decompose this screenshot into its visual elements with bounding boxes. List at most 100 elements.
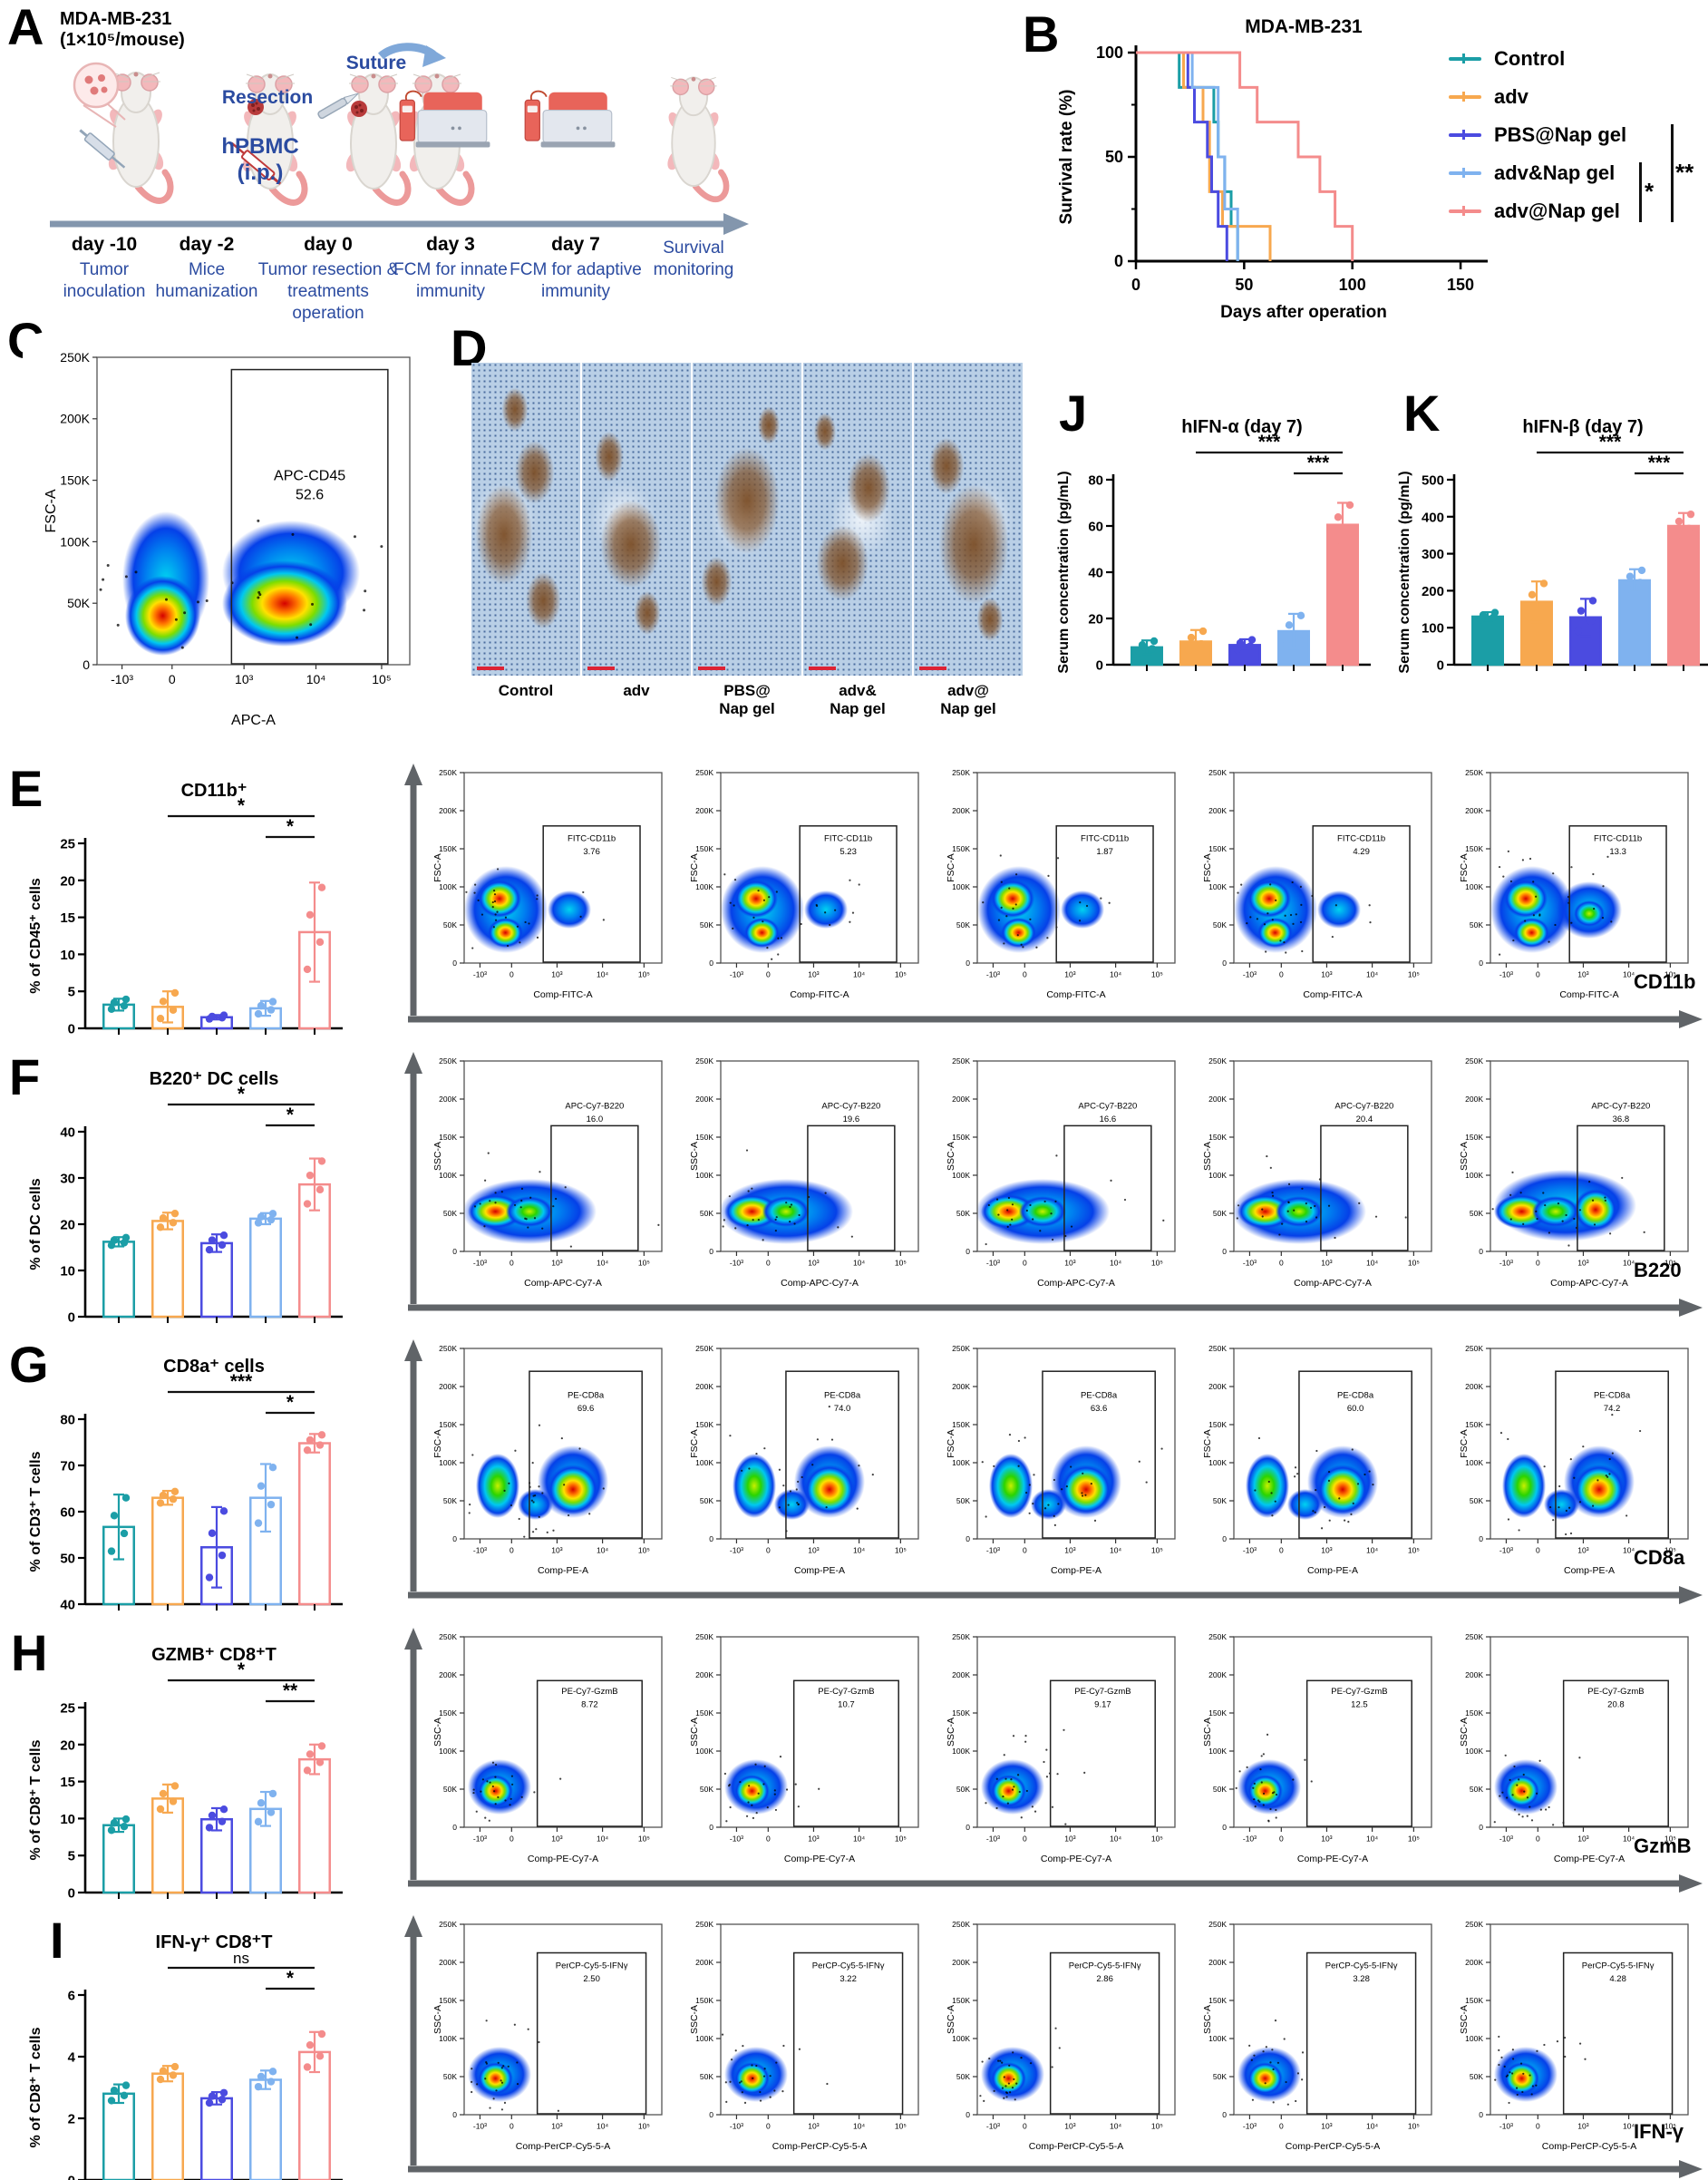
svg-text:SSC-A: SSC-A xyxy=(1459,1142,1470,1171)
svg-text:Comp-PE-A: Comp-PE-A xyxy=(1051,1565,1101,1576)
data-point xyxy=(1282,640,1291,648)
svg-text:100K: 100K xyxy=(1465,1747,1483,1756)
svg-text:150K: 150K xyxy=(695,1133,713,1142)
timeline-day: day 7 xyxy=(551,234,600,255)
data-point xyxy=(1184,646,1193,655)
svg-text:-10³: -10³ xyxy=(1499,2122,1513,2131)
svg-text:100K: 100K xyxy=(952,1171,970,1180)
data-point xyxy=(1331,537,1340,546)
svg-text:10³: 10³ xyxy=(235,672,254,686)
density-blob xyxy=(1502,1453,1547,1518)
data-point xyxy=(205,1573,214,1581)
svg-text:250K: 250K xyxy=(695,768,713,777)
svg-text:150K: 150K xyxy=(439,844,457,853)
svg-text:200K: 200K xyxy=(439,1382,457,1391)
svg-text:***: *** xyxy=(230,1371,253,1392)
svg-text:FSC-A: FSC-A xyxy=(689,1429,700,1458)
svg-text:10³: 10³ xyxy=(1064,2122,1075,2131)
fcm-plot: 0 50K 100K 150K 200K 250K -10³ 0 10³ 10⁴ 10⁵ FSC-A C… xyxy=(1456,1339,1699,1581)
data-point xyxy=(120,2091,129,2100)
svg-text:% of CD45⁺ cells: % of CD45⁺ cells xyxy=(28,878,44,994)
fcm-row-gzmb: 0 50K 100K 150K 200K 250K -10³ 0 10³ 10⁴ 10⁵ SSC-A C… xyxy=(399,1622,1708,1894)
svg-text:5: 5 xyxy=(68,1849,75,1864)
data-point xyxy=(1539,579,1548,588)
data-point xyxy=(1577,607,1586,615)
svg-text:-10³: -10³ xyxy=(473,1259,487,1268)
tumor-icon xyxy=(351,101,367,117)
survival-curve xyxy=(1136,51,1228,261)
svg-text:10⁵: 10⁵ xyxy=(895,1259,907,1268)
data-point xyxy=(317,2029,326,2039)
data-point xyxy=(254,2082,263,2091)
svg-text:-10³: -10³ xyxy=(986,1259,1000,1268)
svg-text:0: 0 xyxy=(709,1823,713,1832)
data-point xyxy=(169,2071,178,2079)
svg-text:% of CD3⁺ T cells: % of CD3⁺ T cells xyxy=(28,1451,44,1572)
svg-text:100K: 100K xyxy=(695,2034,713,2043)
svg-text:Comp-FITC-A: Comp-FITC-A xyxy=(1046,989,1105,1000)
timeline-item: day 7 FCM for adaptive immunity xyxy=(499,234,653,303)
flow-cytometer-icon xyxy=(399,90,490,148)
svg-text:250K: 250K xyxy=(695,1920,713,1929)
svg-text:150K: 150K xyxy=(1465,1420,1483,1429)
fcm-density-area xyxy=(1490,1637,1688,1827)
svg-text:300: 300 xyxy=(1422,547,1444,562)
data-point xyxy=(1637,566,1646,575)
svg-text:0: 0 xyxy=(452,1247,457,1256)
svg-text:50K: 50K xyxy=(443,1496,457,1505)
data-point xyxy=(208,2092,217,2100)
svg-text:MDA-MB-231: MDA-MB-231 xyxy=(1245,16,1363,37)
svg-text:-10³: -10³ xyxy=(473,1546,487,1555)
svg-text:40: 40 xyxy=(1088,566,1103,581)
svg-text:Comp-PE-Cy7-A: Comp-PE-Cy7-A xyxy=(1297,1854,1368,1864)
data-point xyxy=(306,1750,315,1758)
data-point xyxy=(170,988,180,998)
fcm-plot: 0 50K 100K 150K 200K 250K -10³ 0 10³ 10⁴ 10⁵ SSC-A C… xyxy=(430,1052,673,1293)
ihc-group-label: adv@ Nap gel xyxy=(940,682,996,718)
density-blob xyxy=(1531,1196,1580,1227)
fcm-density-area xyxy=(721,773,918,963)
svg-text:0: 0 xyxy=(1479,1534,1483,1543)
svg-text:0: 0 xyxy=(766,970,771,979)
svg-text:Comp-PerCP-Cy5-5-A: Comp-PerCP-Cy5-5-A xyxy=(516,2141,610,2152)
svg-text:0: 0 xyxy=(1437,658,1444,674)
svg-text:0: 0 xyxy=(169,672,176,686)
legend-mark xyxy=(1449,168,1481,179)
svg-text:FSC-A: FSC-A xyxy=(432,1429,443,1458)
svg-text:-10³: -10³ xyxy=(473,1835,487,1844)
svg-text:200K: 200K xyxy=(439,806,457,815)
data-point xyxy=(205,2098,214,2107)
svg-text:0: 0 xyxy=(1222,2110,1227,2119)
data-point xyxy=(121,1233,131,1241)
data-point xyxy=(218,2096,227,2104)
panel-letter-a: A xyxy=(7,0,44,55)
fcm-density-area xyxy=(1234,773,1431,963)
svg-text:10³: 10³ xyxy=(808,1259,819,1268)
svg-text:400: 400 xyxy=(1422,510,1444,525)
svg-text:0: 0 xyxy=(1114,252,1123,270)
svg-text:0: 0 xyxy=(1479,2110,1483,2119)
fcm-plot: 0 50K 100K 150K 200K 250K -10³ 0 10³ 10⁴ 10⁵ FSC-A C… xyxy=(686,1339,929,1581)
axis-marker-label: B220 xyxy=(1634,1259,1682,1281)
svg-text:250K: 250K xyxy=(439,768,457,777)
legend-label: adv&Nap gel xyxy=(1494,161,1616,184)
survival-chart: MDA-MB-231 0 50 100 0 50 100 150 Days after oper… xyxy=(1050,9,1530,358)
svg-text:*: * xyxy=(286,1105,295,1125)
svg-text:150K: 150K xyxy=(60,473,90,488)
svg-text:100: 100 xyxy=(1422,621,1444,637)
svg-text:Comp-PE-Cy7-A: Comp-PE-Cy7-A xyxy=(1041,1854,1111,1864)
svg-text:10³: 10³ xyxy=(1321,1546,1332,1555)
svg-text:30: 30 xyxy=(60,1172,75,1187)
density-blob xyxy=(734,879,779,918)
svg-text:0: 0 xyxy=(1536,1546,1540,1555)
fcm-row-b220: 0 50K 100K 150K 200K 250K -10³ 0 10³ 10⁴ 10⁵ SSC-A C… xyxy=(399,1046,1708,1319)
fcm-plot: 0 50K 100K 150K 200K 250K -10³ 0 10³ 10⁴ 10⁵ FSC-A A… xyxy=(23,334,426,737)
fcm-density-area xyxy=(1234,1924,1431,2115)
suture-label: Suture xyxy=(345,53,407,73)
legend-mark xyxy=(1449,130,1481,141)
svg-text:***: *** xyxy=(1599,432,1622,453)
survival-svg: MDA-MB-231 0 50 100 0 50 100 150 Days after oper… xyxy=(1057,16,1488,322)
svg-text:200K: 200K xyxy=(695,1670,713,1679)
fcm-plot: 0 50K 100K 150K 200K 250K -10³ 0 10³ 10⁴ 10⁵ SSC-A C… xyxy=(1199,1628,1442,1869)
